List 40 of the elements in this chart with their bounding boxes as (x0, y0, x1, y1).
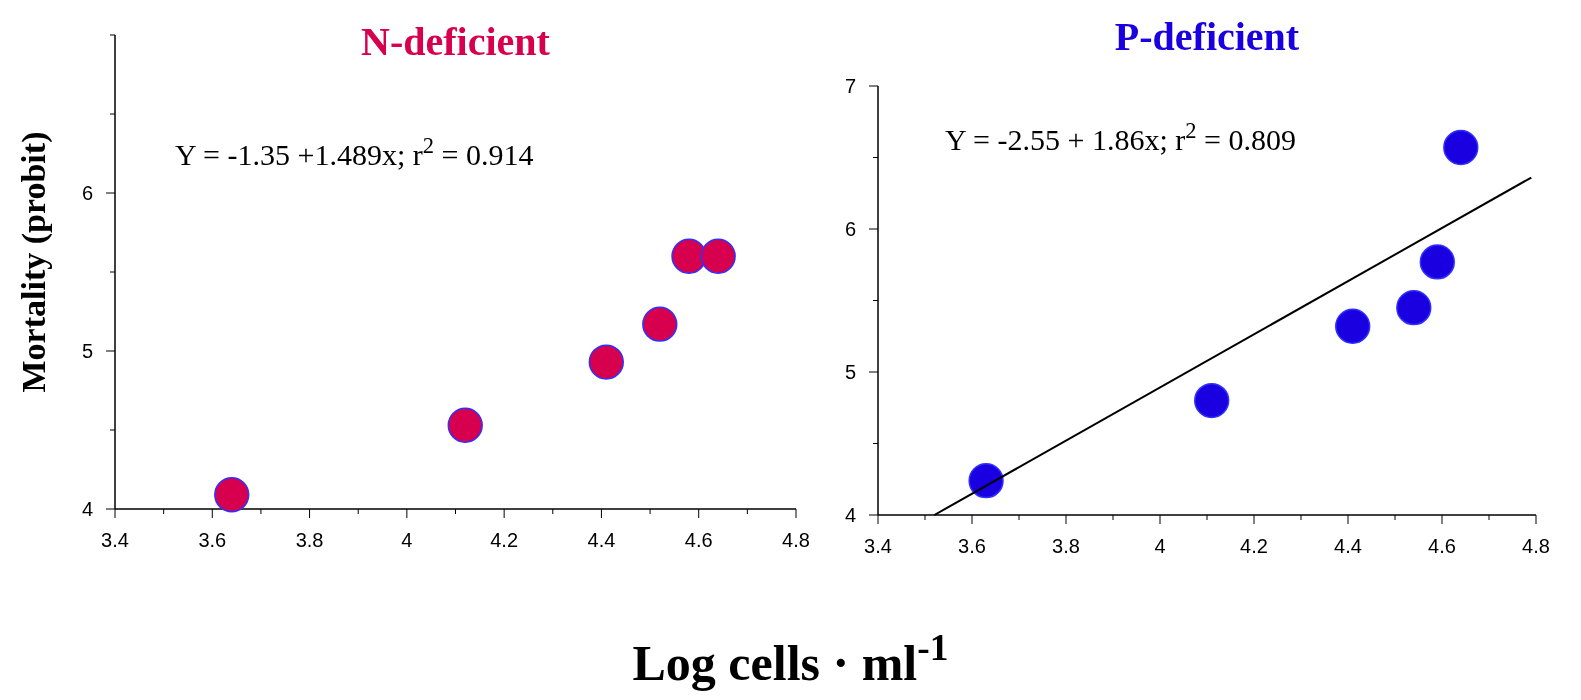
y-axis-title: Mortality (probit) (15, 131, 53, 393)
point (1335, 308, 1371, 344)
x-tick-label: 4.4 (1334, 535, 1362, 557)
point (1194, 382, 1230, 419)
x-tick-label: 4.2 (490, 529, 519, 551)
y-tick-label: 7 (844, 75, 856, 97)
x-tick-label: 3.4 (864, 535, 892, 557)
y-tick-label: 6 (844, 218, 856, 240)
y-tick-label: 6 (81, 182, 93, 204)
y-tick-label: 4 (844, 504, 856, 526)
point (1443, 129, 1479, 166)
x-tick-label: 4.4 (587, 529, 616, 551)
x-tick-label: 4.6 (684, 529, 713, 551)
annotation: Y = -2.55 + 1.86x; r$^{2}$ = 0.809 (945, 117, 1296, 156)
y-tick-label: 4 (81, 498, 93, 520)
annotation: Y = -1.35 +1.489x; r$^{2}$ = 0.914 (175, 132, 534, 171)
point (447, 407, 483, 443)
x-tick-label: 4.6 (1428, 535, 1456, 557)
point (1396, 290, 1432, 326)
y-tick-label: 5 (844, 361, 856, 383)
point (968, 463, 1004, 499)
y-tick-label: 5 (81, 340, 93, 362)
x-tick-label: 3.6 (958, 535, 986, 557)
x-tick-label: 3.8 (295, 529, 324, 551)
x-tick-label: 4.8 (782, 529, 810, 551)
x-tick-label: 3.6 (198, 529, 227, 551)
x-tick-label: 3.8 (1052, 535, 1080, 557)
chart-title: P-deficient (1114, 14, 1300, 59)
point (214, 477, 250, 513)
x-tick-label: 4.2 (1240, 535, 1268, 557)
point (588, 344, 624, 380)
x-axis-title: Log cells · ml$^{-1}$ (632, 626, 949, 691)
point (700, 238, 736, 274)
chart-title: N-deficient (361, 19, 551, 64)
point (642, 306, 678, 342)
x-tick-label: 4 (401, 529, 413, 551)
x-tick-label: 3.4 (101, 529, 129, 551)
point (1419, 244, 1455, 280)
x-tick-label: 4.8 (1522, 535, 1550, 557)
x-tick-label: 4 (1154, 535, 1166, 557)
